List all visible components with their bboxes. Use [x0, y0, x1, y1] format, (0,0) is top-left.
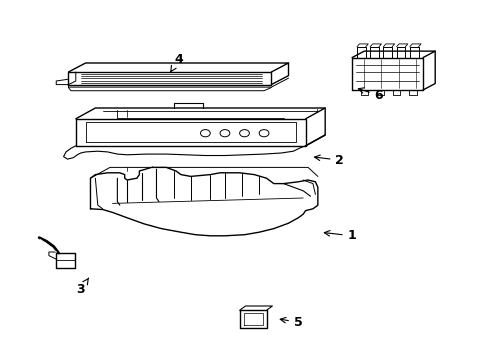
Text: 2: 2 — [314, 154, 344, 167]
Text: 1: 1 — [324, 229, 356, 242]
Text: 3: 3 — [76, 278, 88, 296]
Text: 6: 6 — [358, 88, 383, 102]
Text: 5: 5 — [280, 316, 302, 329]
Text: 4: 4 — [170, 53, 183, 72]
